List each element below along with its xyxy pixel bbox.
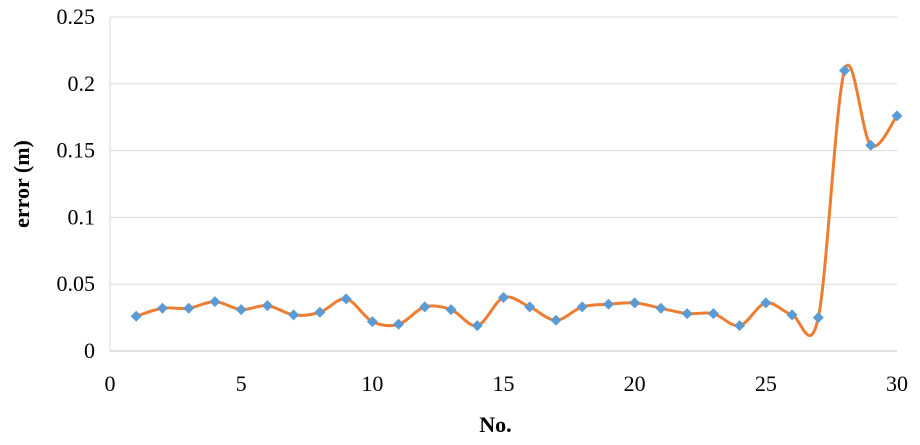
- y-tick-label: 0.25: [57, 4, 96, 29]
- data-point: [786, 309, 798, 321]
- data-point: [734, 320, 746, 332]
- data-point: [498, 292, 509, 304]
- data-point: [209, 296, 221, 308]
- y-axis-title: error (m): [9, 140, 34, 228]
- x-tick-label: 20: [624, 371, 646, 396]
- data-point: [550, 314, 562, 326]
- data-point: [314, 306, 326, 318]
- y-tick-label: 0.15: [57, 138, 96, 163]
- data-point: [366, 316, 378, 328]
- data-point: [130, 310, 142, 322]
- data-point: [891, 110, 903, 122]
- data-point: [812, 312, 824, 324]
- series: [130, 63, 903, 337]
- data-point: [471, 320, 483, 332]
- data-point: [707, 308, 719, 320]
- data-point: [261, 300, 273, 312]
- x-tick-label: 30: [886, 371, 908, 396]
- data-point: [288, 309, 300, 321]
- axes: [109, 17, 897, 352]
- y-tick-label: 0.1: [68, 204, 96, 229]
- data-point: [602, 298, 614, 310]
- data-point: [156, 302, 168, 314]
- x-tick-label: 10: [361, 371, 383, 396]
- data-point: [393, 318, 405, 330]
- data-point: [681, 308, 693, 320]
- y-tick-label: 0: [84, 338, 95, 363]
- y-tick-label: 0.05: [57, 271, 96, 296]
- data-point: [576, 301, 588, 313]
- data-point: [340, 293, 352, 305]
- y-tick-label: 0.2: [68, 71, 96, 96]
- x-tick-label: 0: [105, 371, 116, 396]
- x-tick-label: 25: [755, 371, 777, 396]
- data-point: [760, 297, 772, 309]
- x-tick-label: 5: [236, 371, 247, 396]
- data-point: [419, 301, 431, 313]
- data-point: [865, 139, 877, 151]
- gridlines: [110, 16, 897, 285]
- x-tick-label: 15: [493, 371, 515, 396]
- series-line: [134, 63, 899, 337]
- data-point: [445, 304, 457, 316]
- data-point: [235, 304, 247, 316]
- data-point: [655, 302, 667, 314]
- x-axis-title: No.: [479, 412, 511, 437]
- data-point: [524, 301, 536, 313]
- data-point: [629, 297, 641, 309]
- data-point: [839, 64, 851, 76]
- tick-labels: 0 0.05 0.1 0.15 0.2 0.25 0 5 10 15 20 25 30: [57, 4, 909, 396]
- data-point: [183, 302, 195, 314]
